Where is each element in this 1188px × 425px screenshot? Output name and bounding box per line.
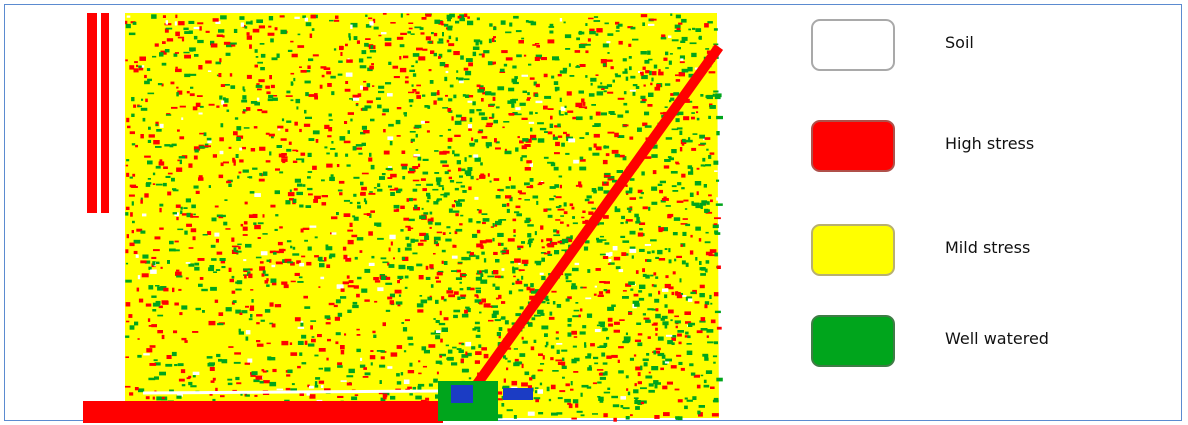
legend-label-soil: Soil xyxy=(945,33,974,52)
legend-swatch-mild-stress xyxy=(811,224,895,276)
crop-water-stress-map xyxy=(83,13,723,423)
legend-swatch-high-stress xyxy=(811,120,895,172)
legend-label-mild-stress: Mild stress xyxy=(945,238,1031,257)
legend-swatch-well-watered xyxy=(811,315,895,367)
legend-label-well-watered: Well watered xyxy=(945,329,1049,348)
map-features-layer xyxy=(83,13,723,423)
legend-label-high-stress: High stress xyxy=(945,134,1035,153)
legend-swatch-soil xyxy=(811,19,895,71)
figure-frame: Soil High stress Mild stress Well watere… xyxy=(4,4,1182,423)
